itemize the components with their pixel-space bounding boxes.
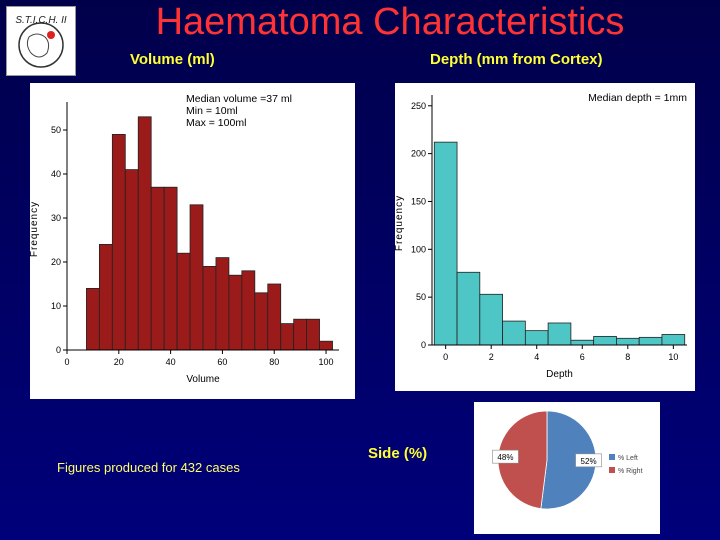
y-tick-label: 20: [51, 257, 61, 267]
histogram-bar: [215, 257, 230, 351]
y-tick-label: 10: [51, 301, 61, 311]
histogram-bar: [254, 292, 269, 351]
x-tick-label: 60: [217, 357, 227, 367]
y-tick-label: 50: [416, 292, 426, 302]
legend-swatch: [609, 467, 615, 473]
x-tick-label: 4: [534, 352, 539, 362]
x-axis-label: Volume: [186, 374, 220, 385]
x-tick-label: 0: [443, 352, 448, 362]
y-tick-label: 50: [51, 125, 61, 135]
y-tick-label: 0: [421, 340, 426, 350]
volume-heading: Volume (ml): [130, 51, 215, 68]
histogram-bar: [293, 318, 308, 351]
chart-annotation: Median depth = 1mm: [588, 92, 687, 104]
pie-label-box: [575, 453, 602, 468]
x-tick-label: 2: [489, 352, 494, 362]
histogram-bar: [593, 335, 617, 346]
side-heading: Side (%): [368, 445, 428, 462]
logo-text: S.T.I.C.H. II: [15, 15, 67, 26]
x-axis-label: Depth: [546, 369, 573, 380]
histogram-bar: [524, 330, 549, 346]
legend-label: % Left: [618, 455, 638, 462]
x-tick-label: 40: [166, 357, 176, 367]
histogram-bar: [280, 323, 295, 351]
chart-annotation: Min = 10ml: [186, 105, 238, 117]
histogram-bar: [319, 340, 333, 351]
depth-histogram: 0 50 100 150 200 250 0 2 4 6 8 10 Depth Frequency Medi…: [394, 92, 687, 380]
x-tick-label: 10: [668, 352, 678, 362]
slide-title: Haematoma Characteristics: [155, 1, 625, 43]
stich-logo: S.T.I.C.H. II: [6, 6, 76, 76]
x-tick-label: 80: [269, 357, 279, 367]
histogram-bar: [661, 334, 686, 346]
histogram-bar: [137, 116, 152, 351]
brain-outline: [26, 33, 50, 58]
histogram-bar: [456, 271, 481, 346]
depth-histogram-panel: 0 50 100 150 200 250 0 2 4 6 8 10 Depth Frequency Medi…: [394, 83, 695, 391]
histogram-bar: [479, 293, 503, 346]
histogram-bar: [124, 169, 139, 351]
side-pie-chart: 52% 48% % Left % Right: [492, 410, 643, 510]
y-tick-label: 150: [411, 196, 426, 206]
depth-heading: Depth (mm from Cortex): [430, 51, 603, 68]
y-tick-label: 250: [411, 101, 426, 111]
histogram-bar: [98, 243, 113, 351]
chart-annotation: Median volume =37 ml: [186, 93, 292, 105]
x-tick-label: 6: [580, 352, 585, 362]
x-tick-label: 8: [625, 352, 630, 362]
chart-annotation: Max = 100ml: [186, 117, 246, 129]
volume-histogram-panel: 0 10 20 30 40 50 0 20 40 60 80 100 Volume Frequency Me…: [29, 83, 355, 399]
y-tick-label: 30: [51, 213, 61, 223]
pie-label-text: 52%: [581, 457, 597, 466]
y-tick-label: 100: [411, 244, 426, 254]
pie-data-label: 48%: [492, 449, 519, 464]
pie-data-label: 52%: [575, 453, 602, 468]
legend-label: % Right: [618, 468, 643, 475]
y-tick-label: 40: [51, 169, 61, 179]
pie-label-box: [492, 449, 519, 464]
x-tick-label: 20: [114, 357, 124, 367]
histogram-bar: [86, 287, 100, 351]
histogram-bar: [570, 339, 595, 346]
histogram-bar: [547, 322, 572, 346]
histogram-bar: [176, 252, 191, 351]
histogram-bar: [163, 186, 178, 351]
x-tick-label: 100: [319, 357, 334, 367]
histogram-bar: [502, 320, 526, 346]
pie-label-text: 48%: [497, 453, 513, 462]
histogram-bar: [638, 336, 663, 346]
y-axis-label: Frequency: [395, 195, 405, 251]
y-tick-label: 0: [56, 345, 61, 355]
histogram-bar: [228, 274, 243, 351]
y-axis-label: Frequency: [30, 201, 40, 257]
histogram-bar: [616, 337, 640, 346]
footnote: Figures produced for 432 cases: [57, 460, 240, 475]
histogram-bar: [306, 318, 320, 351]
histogram-bar: [189, 204, 204, 351]
histogram-bar: [433, 141, 458, 346]
legend-swatch: [609, 454, 615, 460]
histogram-bar: [202, 265, 217, 351]
histogram-bar: [267, 283, 282, 351]
y-tick-label: 200: [411, 149, 426, 159]
histogram-bar: [150, 186, 165, 351]
histogram-bar: [111, 134, 126, 351]
red-dot-icon: [47, 31, 55, 39]
globe-outline: [18, 22, 64, 68]
stich-logo-graphic: S.T.I.C.H. II: [15, 15, 67, 68]
histogram-bar: [241, 270, 256, 351]
x-tick-label: 0: [64, 357, 69, 367]
side-pie-panel: 52% 48% % Left % Right: [474, 402, 660, 534]
volume-histogram: 0 10 20 30 40 50 0 20 40 60 80 100 Volume Frequency Me…: [29, 93, 339, 385]
